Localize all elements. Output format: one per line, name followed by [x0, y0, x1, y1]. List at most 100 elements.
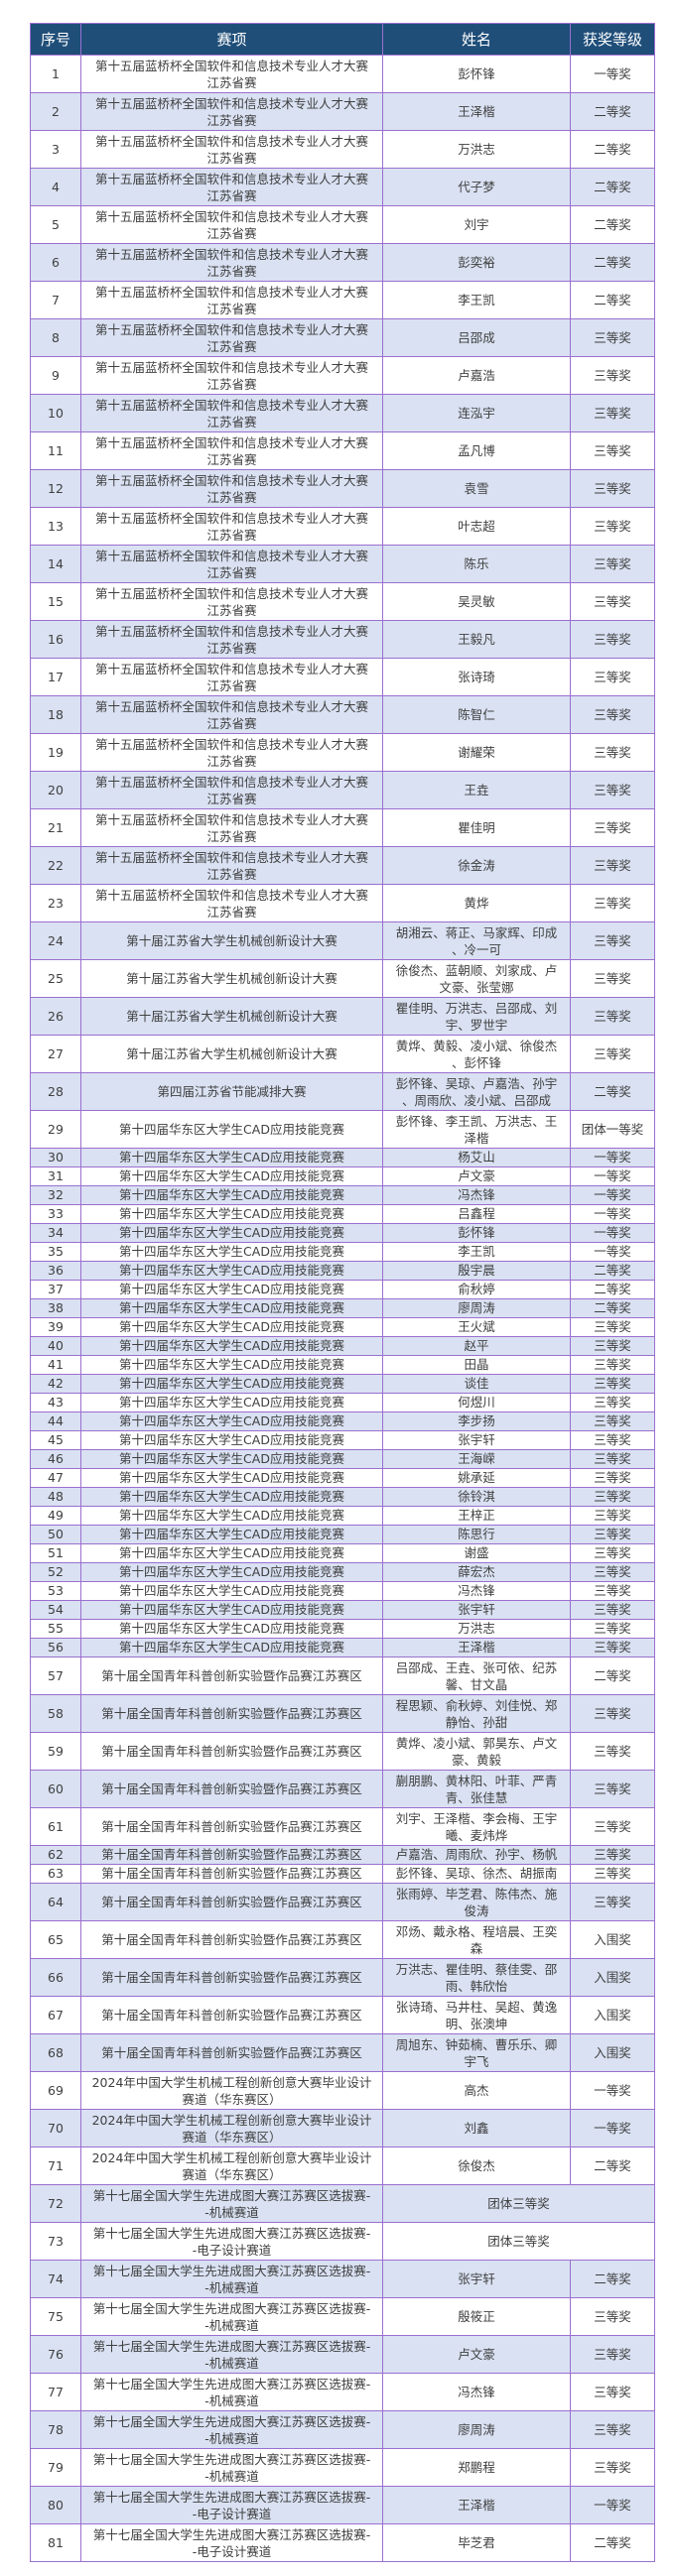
cell-no: 40 [30, 1336, 81, 1356]
cell-award: 三等奖 [570, 1393, 655, 1412]
cell-name: 邓炀、戴永格、程培晨、王奕 森 [382, 1920, 571, 1959]
table-body: 1 第十五届蓝桥杯全国软件和信息技术专业人才大赛 江苏省赛 彭怀锋 一等奖 2 第十五届蓝… [30, 55, 655, 2562]
table-row: 35 第十四届华东区大学生CAD应用技能竞赛 李王凯 一等奖 [30, 1242, 655, 1262]
cell-event: 第十届全国青年科普创新实验暨作品赛江苏赛区 [80, 1883, 383, 1921]
cell-name: 代子梦 [382, 168, 571, 206]
cell-event: 第十四届华东区大学生CAD应用技能竞赛 [80, 1242, 383, 1262]
cell-event: 第十五届蓝桥杯全国软件和信息技术专业人才大赛 江苏省赛 [80, 394, 383, 432]
cell-award: 三等奖 [570, 469, 655, 508]
cell-name: 叶志超 [382, 507, 571, 546]
cell-award: 三等奖 [570, 1317, 655, 1337]
cell-award: 三等奖 [570, 1374, 655, 1394]
table-row: 62 第十届全国青年科普创新实验暨作品赛江苏赛区 卢嘉浩、周雨欣、孙宇、杨帆 三等奖 [30, 1845, 655, 1865]
table-row: 43 第十四届华东区大学生CAD应用技能竞赛 何煜川 三等奖 [30, 1393, 655, 1412]
cell-award: 三等奖 [570, 1449, 655, 1469]
table-row: 27 第十届江苏省大学生机械创新设计大赛 黄烨、黄毅、凌小斌、徐俊杰 、彭怀锋 三等奖 [30, 1035, 655, 1073]
cell-event: 第十四届华东区大学生CAD应用技能竞赛 [80, 1298, 383, 1318]
cell-award: 三等奖 [570, 1411, 655, 1431]
cell-award: 三等奖 [570, 808, 655, 847]
cell-award: 三等奖 [570, 1619, 655, 1639]
cell-no: 35 [30, 1242, 81, 1262]
cell-event: 第十届全国青年科普创新实验暨作品赛江苏赛区 [80, 1920, 383, 1959]
table-row: 11 第十五届蓝桥杯全国软件和信息技术专业人才大赛 江苏省赛 孟凡博 三等奖 [30, 431, 655, 470]
cell-no: 47 [30, 1468, 81, 1488]
cell-award: 三等奖 [570, 771, 655, 809]
table-row: 47 第十四届华东区大学生CAD应用技能竞赛 姚承延 三等奖 [30, 1468, 655, 1488]
cell-name: 瞿佳明、万洪志、吕邵成、刘 宇、罗世宇 [382, 997, 571, 1036]
cell-name: 黄烨、凌小斌、郭昊东、卢文 豪、黄毅 [382, 1732, 571, 1771]
table-row: 78 第十七届全国大学生先进成图大赛江苏赛区选拔赛- -机械赛道 廖周涛 三等奖 [30, 2410, 655, 2449]
cell-event: 第十四届华东区大学生CAD应用技能竞赛 [80, 1600, 383, 1620]
cell-event: 2024年中国大学生机械工程创新创意大赛毕业设计 赛道（华东赛区） [80, 2147, 383, 2185]
cell-no: 42 [30, 1374, 81, 1394]
table-row: 71 2024年中国大学生机械工程创新创意大赛毕业设计 赛道（华东赛区） 徐俊杰 二等… [30, 2147, 655, 2185]
table-row: 79 第十七届全国大学生先进成图大赛江苏赛区选拔赛- -机械赛道 郑鹏程 三等奖 [30, 2448, 655, 2487]
cell-award: 二等奖 [570, 92, 655, 131]
cell-no: 2 [30, 92, 81, 131]
cell-award: 三等奖 [570, 1770, 655, 1808]
cell-event: 第十五届蓝桥杯全国软件和信息技术专业人才大赛 江苏省赛 [80, 808, 383, 847]
cell-no: 32 [30, 1185, 81, 1205]
cell-event: 第十七届全国大学生先进成图大赛江苏赛区选拔赛- -电子设计赛道 [80, 2486, 383, 2524]
cell-event: 第十五届蓝桥杯全国软件和信息技术专业人才大赛 江苏省赛 [80, 168, 383, 206]
table-row: 18 第十五届蓝桥杯全国软件和信息技术专业人才大赛 江苏省赛 陈智仁 三等奖 [30, 695, 655, 734]
cell-event: 第十七届全国大学生先进成图大赛江苏赛区选拔赛- -机械赛道 [80, 2373, 383, 2411]
cell-name: 王泽楷 [382, 1638, 571, 1657]
cell-name: 李步扬 [382, 1411, 571, 1431]
cell-name: 王海嵘 [382, 1449, 571, 1469]
cell-event: 第十五届蓝桥杯全国软件和信息技术专业人才大赛 江苏省赛 [80, 658, 383, 696]
cell-name: 刘鑫 [382, 2109, 571, 2147]
cell-award: 三等奖 [570, 620, 655, 659]
cell-no: 26 [30, 997, 81, 1036]
table-row: 34 第十四届华东区大学生CAD应用技能竞赛 彭怀锋 一等奖 [30, 1223, 655, 1243]
cell-name: 郑鹏程 [382, 2448, 571, 2487]
table-row: 8 第十五届蓝桥杯全国软件和信息技术专业人才大赛 江苏省赛 吕邵成 三等奖 [30, 318, 655, 357]
cell-no: 57 [30, 1656, 81, 1695]
table-row: 41 第十四届华东区大学生CAD应用技能竞赛 田晶 三等奖 [30, 1355, 655, 1375]
cell-award: 团体一等奖 [570, 1110, 655, 1149]
cell-name: 廖周涛 [382, 2410, 571, 2449]
cell-event: 第十五届蓝桥杯全国软件和信息技术专业人才大赛 江苏省赛 [80, 620, 383, 659]
cell-no: 27 [30, 1035, 81, 1073]
cell-award: 三等奖 [570, 1600, 655, 1620]
cell-no: 38 [30, 1298, 81, 1318]
cell-award: 一等奖 [570, 2109, 655, 2147]
table-row: 57 第十届全国青年科普创新实验暨作品赛江苏赛区 吕邵成、王垚、张可依、纪苏 馨、甘… [30, 1656, 655, 1695]
cell-no: 74 [30, 2260, 81, 2298]
cell-name: 张宇轩 [382, 2260, 571, 2298]
cell-event: 第十四届华东区大学生CAD应用技能竞赛 [80, 1638, 383, 1657]
cell-award: 三等奖 [570, 1035, 655, 1073]
cell-award: 三等奖 [570, 1732, 655, 1771]
cell-no: 56 [30, 1638, 81, 1657]
table-row: 75 第十七届全国大学生先进成图大赛江苏赛区选拔赛- -机械赛道 殷筱正 三等奖 [30, 2297, 655, 2336]
table-row: 77 第十七届全国大学生先进成图大赛江苏赛区选拔赛- -机械赛道 冯杰锋 三等奖 [30, 2373, 655, 2411]
cell-no: 3 [30, 130, 81, 169]
table-row: 15 第十五届蓝桥杯全国软件和信息技术专业人才大赛 江苏省赛 吴灵敏 三等奖 [30, 582, 655, 621]
cell-no: 60 [30, 1770, 81, 1808]
cell-team-award: 团体三等奖 [382, 2184, 655, 2223]
table-row: 2 第十五届蓝桥杯全国软件和信息技术专业人才大赛 江苏省赛 王泽楷 二等奖 [30, 92, 655, 131]
table-header-row: 序号 赛项 姓名 获奖等级 [30, 23, 655, 56]
cell-no: 29 [30, 1110, 81, 1149]
cell-name: 陈思行 [382, 1525, 571, 1544]
cell-no: 67 [30, 1996, 81, 2034]
cell-name: 王泽楷 [382, 2486, 571, 2524]
cell-name: 刘宇、王泽楷、李会梅、王宇 曦、麦炜烨 [382, 1807, 571, 1846]
cell-event: 第十四届华东区大学生CAD应用技能竞赛 [80, 1581, 383, 1601]
table-row: 25 第十届江苏省大学生机械创新设计大赛 徐俊杰、蓝朝顺、刘家成、卢 文豪、张莹娜三… [30, 959, 655, 998]
header-no: 序号 [30, 23, 81, 56]
cell-name: 王泽楷 [382, 92, 571, 131]
cell-event: 第十五届蓝桥杯全国软件和信息技术专业人才大赛 江苏省赛 [80, 545, 383, 583]
cell-name: 万洪志 [382, 1619, 571, 1639]
cell-no: 81 [30, 2523, 81, 2562]
cell-name: 冯杰锋 [382, 1581, 571, 1601]
cell-name: 吴灵敏 [382, 582, 571, 621]
cell-no: 69 [30, 2071, 81, 2110]
cell-no: 71 [30, 2147, 81, 2185]
table-row: 40 第十四届华东区大学生CAD应用技能竞赛 赵平 三等奖 [30, 1336, 655, 1356]
cell-event: 第十四届华东区大学生CAD应用技能竞赛 [80, 1619, 383, 1639]
table-row: 26 第十届江苏省大学生机械创新设计大赛 瞿佳明、万洪志、吕邵成、刘 宇、罗世宇 三等… [30, 997, 655, 1036]
cell-event: 第十五届蓝桥杯全国软件和信息技术专业人才大赛 江苏省赛 [80, 92, 383, 131]
cell-no: 79 [30, 2448, 81, 2487]
cell-name: 张雨婷、毕芝君、陈伟杰、施 俊涛 [382, 1883, 571, 1921]
